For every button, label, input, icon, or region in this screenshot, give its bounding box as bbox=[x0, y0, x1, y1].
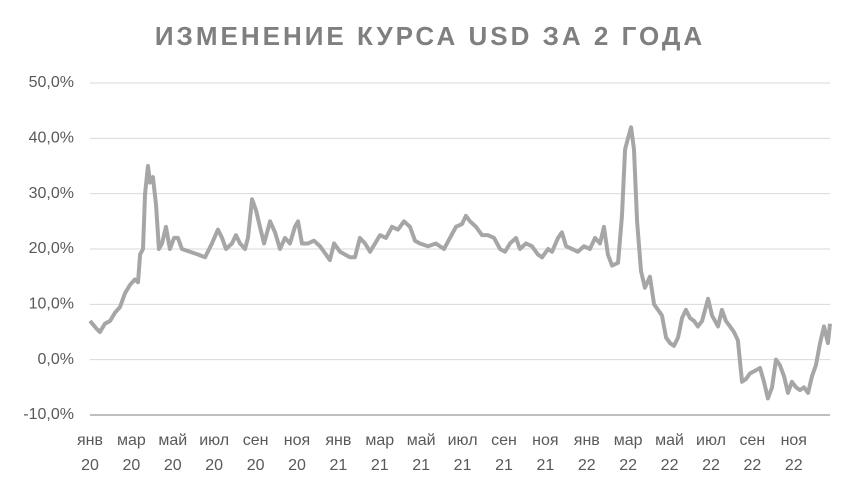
y-tick-label: 40,0% bbox=[29, 130, 74, 147]
x-tick-label: ноя 20 bbox=[283, 432, 311, 474]
line bbox=[88, 125, 832, 401]
x-tick-label: ноя 22 bbox=[780, 432, 807, 474]
x-tick-label: янв 20 bbox=[77, 432, 103, 474]
x-tick-label: май 21 bbox=[406, 432, 436, 474]
x-tick-label: янв 21 bbox=[325, 432, 352, 474]
y-tick-label: 50,0% bbox=[29, 74, 74, 91]
y-tick-label: 30,0% bbox=[29, 185, 74, 202]
x-tick-label: мар 20 bbox=[116, 432, 146, 474]
y-tick-label: 20,0% bbox=[29, 240, 74, 257]
x-tick-label: сен 22 bbox=[739, 432, 766, 474]
x-tick-label: июл 21 bbox=[447, 432, 478, 474]
x-tick-label: мар 21 bbox=[365, 432, 395, 474]
x-tick-label: июл 20 bbox=[199, 432, 230, 474]
x-tick-label: янв 22 bbox=[573, 432, 600, 474]
x-tick-label: мар 22 bbox=[613, 432, 643, 474]
x-tick-label: ноя 21 bbox=[532, 432, 559, 474]
x-tick-label: июл 22 bbox=[696, 432, 726, 474]
x-tick-label: май 22 bbox=[655, 432, 684, 474]
x-tick-label: май 20 bbox=[158, 432, 188, 474]
y-tick-label: 0,0% bbox=[38, 351, 74, 368]
y-tick-label: 10,0% bbox=[29, 296, 74, 313]
x-tick-label: сен 20 bbox=[242, 432, 269, 474]
y-tick-label: -10,0% bbox=[23, 406, 74, 423]
x-tick-label: сен 21 bbox=[491, 432, 517, 474]
chart-title: ИЗМЕНЕНИЕ КУРСА USD ЗА 2 ГОДА bbox=[155, 21, 705, 51]
